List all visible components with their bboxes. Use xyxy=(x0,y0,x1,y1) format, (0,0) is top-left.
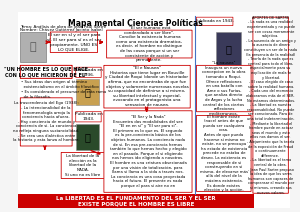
Text: 📗: 📗 xyxy=(85,87,91,97)
Text: Publicada en
1943.: Publicada en 1943. xyxy=(74,113,102,121)
Text: 👤: 👤 xyxy=(30,42,36,52)
FancyBboxPatch shape xyxy=(76,112,101,122)
FancyBboxPatch shape xyxy=(104,111,192,192)
FancyBboxPatch shape xyxy=(20,98,72,146)
Text: • Sus ideas dan origen al término
  existencialismo en el ámbito filosófico
• Es: • Sus ideas dan origen al término existe… xyxy=(21,80,106,99)
Bar xyxy=(216,32,241,65)
FancyBboxPatch shape xyxy=(106,30,192,58)
Text: 📕: 📕 xyxy=(225,44,231,54)
Text: El ser en sí y el ser para
sí. El ser para sí es el ser
propiamente. UNO ES
LO Q: El ser en sí y el ser para sí. El ser pa… xyxy=(47,33,101,51)
Text: "La nausea"
Inaugura un nueva
concepcion en la obra
tomando a Roqui.
Ofrece refl: "La nausea" Inaugura un nueva concepcion… xyxy=(202,61,246,116)
FancyBboxPatch shape xyxy=(76,67,101,77)
Bar xyxy=(18,194,254,208)
FancyBboxPatch shape xyxy=(253,17,288,193)
Text: La libertad de la
elección es la
libertad de la
NADA.
Si uno no es libre: La libertad de la elección es la liberta… xyxy=(65,154,101,177)
Text: Publicada en
1936.: Publicada en 1936. xyxy=(74,68,102,77)
FancyBboxPatch shape xyxy=(61,152,105,179)
Bar xyxy=(76,79,99,105)
FancyBboxPatch shape xyxy=(196,17,233,25)
FancyBboxPatch shape xyxy=(50,32,98,52)
Text: 📘: 📘 xyxy=(85,132,91,142)
Text: "El Ser y la Nada"
Encuentra dos modalidades del ser:
"El en en si" y "El ser pa: "El Ser y la Nada" Encuentra dos modalid… xyxy=(110,115,186,188)
Text: El hombre existe
(nace) antes de que
pueda ser cualquiera
cosa.
Antes de que pue: El hombre existe (nace) antes de que pue… xyxy=(200,115,248,192)
Text: "El ser humano está
condendado a ser libre".
Concibe la existencia humana
como u: "El ser humano está condendado a ser lib… xyxy=(116,26,182,62)
FancyBboxPatch shape xyxy=(104,65,190,108)
Text: Mapa mental Ciencias Políticas: Mapa mental Ciencias Políticas xyxy=(68,19,203,28)
Text: "El e Nausea"
Historias que tiene lugar en Bouville
y Ciudad de Roqui (donde un : "El e Nausea" Historias que tiene lugar … xyxy=(106,66,189,107)
FancyBboxPatch shape xyxy=(20,65,72,78)
Text: Nombre: Chávez Gutiérrez Jacinto Isabel: Nombre: Chávez Gutiérrez Jacinto Isabel xyxy=(20,28,103,32)
FancyBboxPatch shape xyxy=(196,65,251,112)
Text: La trascendencia del Ego (1938):
- La intencionalidad de la
fenomenología arroja: La trascendencia del Ego (1938): - La in… xyxy=(13,102,80,142)
Text: "UN HOMBRE ES LO QUE HACE
CON LO QUE HICIERON DE EL": "UN HOMBRE ES LO QUE HACE CON LO QUE HIC… xyxy=(4,66,88,77)
FancyBboxPatch shape xyxy=(196,115,251,191)
Text: Tema: Análisis de obra de Jean Paul Sartre: Tema: Análisis de obra de Jean Paul Sart… xyxy=(20,25,106,29)
Bar xyxy=(76,124,99,150)
Text: APORTES DE SARTRE
- La nada es una realidad
experimentada y no puede
ser con cos: APORTES DE SARTRE - La nada es una reali… xyxy=(244,16,297,195)
Text: La LIBERTAD ES EL FUNDAMENTO DEL SER Y EL SER
EXISTE PORQUE EL HOMBRE ES LIBRE: La LIBERTAD ES EL FUNDAMENTO DEL SER Y E… xyxy=(56,196,215,206)
Bar xyxy=(20,32,46,62)
Text: Publicada en 1943.: Publicada en 1943. xyxy=(195,19,234,23)
